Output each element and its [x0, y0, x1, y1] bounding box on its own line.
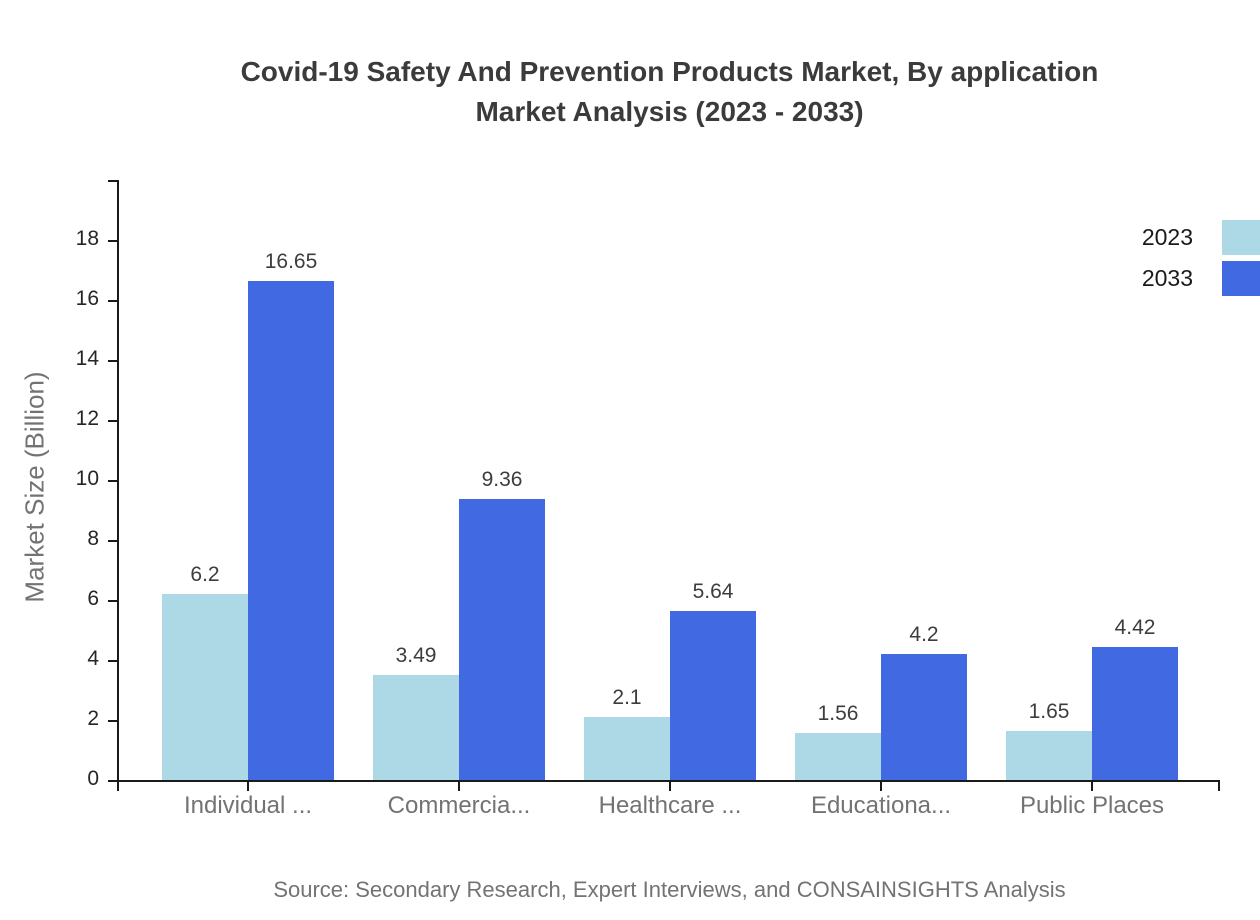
bar-value-label: 16.65 [264, 249, 318, 273]
y-tick-mark [108, 660, 117, 662]
y-tick-label: 16 [75, 287, 99, 310]
x-axis-end-tick [1218, 780, 1220, 791]
y-tick-mark [108, 240, 117, 242]
y-axis-line [117, 180, 119, 782]
legend: 2023 2033 [1142, 220, 1260, 302]
bar-2023 [584, 717, 670, 780]
x-axis-line [117, 780, 1220, 782]
y-tick-mark [108, 600, 117, 602]
y-tick-mark [108, 780, 117, 782]
y-tick-mark [108, 480, 117, 482]
bar-value-label: 6.2 [190, 563, 220, 586]
x-tick-mark [458, 780, 460, 791]
category-label: Healthcare ... [598, 792, 742, 819]
bar-2023 [373, 675, 459, 780]
category-label: Public Places [1019, 792, 1165, 819]
y-tick-label: 14 [75, 347, 99, 370]
x-axis-end-tick [117, 780, 119, 791]
legend-label-2023: 2023 [1141, 224, 1193, 250]
legend-item-2033: 2033 [1142, 261, 1260, 296]
y-tick-mark [108, 720, 117, 722]
bar-value-label: 1.65 [1028, 699, 1070, 723]
bar-value-label: 9.36 [481, 468, 523, 492]
y-tick-mark [108, 360, 117, 362]
legend-label-2033: 2033 [1141, 265, 1193, 291]
y-tick-label: 8 [87, 527, 99, 550]
x-tick-mark [880, 780, 882, 791]
bar-2023 [162, 594, 248, 780]
y-tick-label: 2 [87, 707, 99, 730]
y-tick-mark [108, 420, 117, 422]
y-tick-label: 18 [75, 227, 99, 250]
y-tick-mark [108, 540, 117, 542]
bar-2023 [795, 733, 881, 780]
bar-2033 [1092, 647, 1178, 780]
bar-2033 [670, 610, 756, 780]
plot-area: 0 2 4 6 8 10 12 14 16 18 6.2 16.65 3.49 9.36 2.1 5.64 1… [76, 180, 1220, 819]
source-note: Source: Secondary Research, Expert Inter… [273, 877, 1066, 902]
x-tick-mark [669, 780, 671, 791]
y-tick-label: 0 [87, 767, 99, 790]
x-tick-mark [247, 780, 249, 791]
legend-swatch-2033 [1222, 261, 1260, 296]
bar-value-label: 1.56 [817, 702, 859, 726]
y-axis-title: Market Size (Billion) [19, 371, 50, 603]
category-label: Educationa... [810, 792, 952, 819]
chart-title-line2: Market Analysis (2023 - 2033) [475, 96, 864, 127]
legend-swatch-2023 [1222, 220, 1260, 255]
y-tick-label: 4 [87, 647, 99, 670]
bar-value-label: 4.42 [1114, 616, 1156, 640]
y-axis-cap-tick [108, 180, 117, 182]
bar-value-label: 2.1 [612, 686, 642, 709]
bar-2033 [459, 499, 545, 780]
legend-item-2023: 2023 [1142, 220, 1260, 255]
chart-title-line1: Covid-19 Safety And Prevention Products … [240, 56, 1099, 87]
category-label: Individual ... [183, 792, 313, 819]
x-tick-mark [1091, 780, 1093, 791]
category-label: Commercia... [387, 792, 531, 819]
y-tick-mark [108, 300, 117, 302]
y-tick-label: 10 [75, 467, 99, 490]
bar-2033 [248, 280, 334, 780]
bar-2023 [1006, 730, 1092, 780]
y-tick-label: 6 [87, 587, 99, 610]
chart-title: Covid-19 Safety And Prevention Products … [119, 52, 1220, 132]
bar-2033 [881, 654, 967, 780]
bar-value-label: 4.2 [909, 623, 939, 646]
y-tick-label: 12 [75, 407, 99, 430]
bar-value-label: 3.49 [395, 644, 437, 668]
bar-value-label: 5.64 [692, 579, 734, 603]
